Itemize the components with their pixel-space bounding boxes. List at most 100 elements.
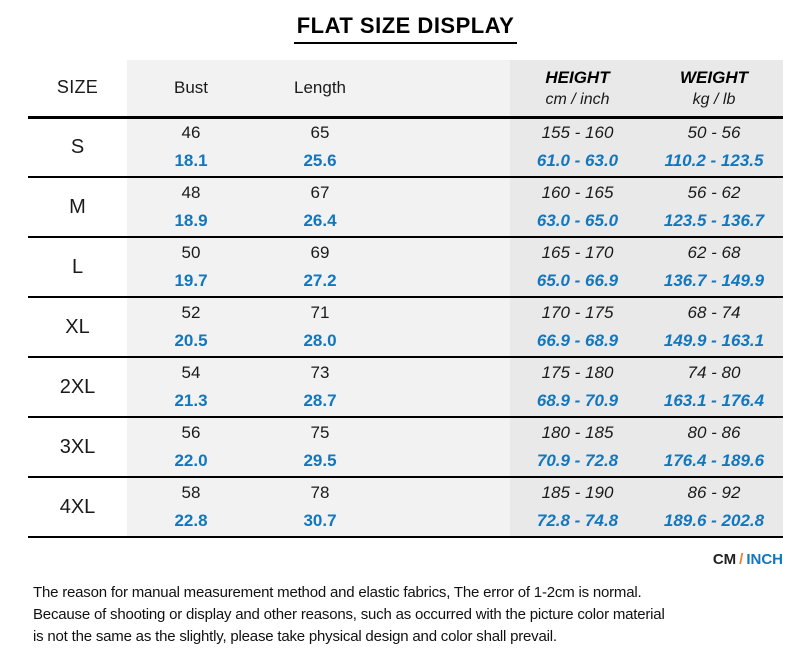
weight-cell: 68 - 74 149.9 - 163.1 [645,297,783,357]
page-title: FLAT SIZE DISPLAY [293,13,518,44]
weight-inch-range: 149.9 - 163.1 [663,331,765,350]
height-cell: 175 - 180 68.9 - 70.9 [510,357,645,417]
height-cm-range: 160 - 165 [541,183,614,202]
legend-separator: / [739,551,744,568]
weight-cell: 56 - 62 123.5 - 136.7 [645,177,783,237]
bust-inch-value: 20.5 [174,331,208,350]
bust-cell: 58 22.8 [127,477,255,537]
weight-header-units: kg / lb [692,90,736,108]
units-legend: CM / INCH [713,551,783,568]
table-row: XL 52 20.5 71 28.0 170 - 175 66.9 - 68.9… [28,297,783,357]
bust-inch-value: 18.9 [174,211,208,230]
weight-inch-range: 136.7 - 149.9 [663,271,765,290]
length-inch-value: 29.5 [303,451,337,470]
bust-cm-value: 46 [181,123,201,143]
length-cell: 73 28.7 [255,357,385,417]
table-row: L 50 19.7 69 27.2 165 - 170 65.0 - 66.9 … [28,237,783,297]
size-label: L [28,237,127,297]
length-cm-value: 71 [310,303,330,322]
height-inch-range: 72.8 - 74.8 [536,511,619,530]
length-cm-value: 73 [310,363,330,382]
bust-cell: 50 19.7 [127,237,255,297]
height-inch-range: 65.0 - 66.9 [536,271,619,290]
size-label: 2XL [28,357,127,417]
table-row: 2XL 54 21.3 73 28.7 175 - 180 68.9 - 70.… [28,357,783,417]
length-cell: 75 29.5 [255,417,385,477]
weight-cell: 50 - 56 110.2 - 123.5 [645,117,783,177]
table-row: M 48 18.9 67 26.4 160 - 165 63.0 - 65.0 … [28,177,783,237]
height-cell: 180 - 185 70.9 - 72.8 [510,417,645,477]
spacer-cell [385,177,510,237]
weight-inch-range: 123.5 - 136.7 [663,211,765,230]
size-table-header: SIZE Bust Length HEIGHT cm / inch WEIGHT… [28,60,783,117]
length-cm-value: 75 [310,423,330,442]
bust-cm-value: 54 [181,363,201,382]
height-cm-range: 185 - 190 [541,483,614,502]
length-cell: 67 26.4 [255,177,385,237]
spacer-cell [385,357,510,417]
table-row: S 46 18.1 65 25.6 155 - 160 61.0 - 63.0 … [28,117,783,177]
bust-cm-value: 52 [181,303,201,322]
weight-cm-range: 62 - 68 [687,243,741,262]
weight-header-label: WEIGHT [680,67,748,87]
bust-cm-value: 48 [181,183,201,202]
length-cm-value: 78 [310,483,330,502]
column-header-length: Length [255,60,385,117]
bust-cell: 46 18.1 [127,117,255,177]
height-cell: 170 - 175 66.9 - 68.9 [510,297,645,357]
disclaimer-line-2: Because of shooting or display and other… [33,606,665,623]
bust-cm-value: 50 [181,243,201,262]
size-label: XL [28,297,127,357]
length-inch-value: 27.2 [303,271,337,290]
column-header-size: SIZE [56,77,99,98]
spacer-cell [385,297,510,357]
table-row: 3XL 56 22.0 75 29.5 180 - 185 70.9 - 72.… [28,417,783,477]
weight-cell: 80 - 86 176.4 - 189.6 [645,417,783,477]
length-inch-value: 25.6 [303,151,337,171]
disclaimer-line-3: is not the same as the slightly, please … [33,628,557,645]
disclaimer-text: The reason for manual measurement method… [33,582,803,648]
length-inch-value: 28.0 [303,331,337,350]
length-inch-value: 28.7 [303,391,337,410]
weight-cm-range: 56 - 62 [687,183,741,202]
legend-inch-label: INCH [746,551,783,568]
size-label: M [28,177,127,237]
height-cell: 155 - 160 61.0 - 63.0 [510,117,645,177]
weight-cell: 74 - 80 163.1 - 176.4 [645,357,783,417]
bust-cm-value: 56 [181,423,201,442]
bust-cell: 54 21.3 [127,357,255,417]
weight-cm-range: 80 - 86 [687,423,741,442]
size-table-body: S 46 18.1 65 25.6 155 - 160 61.0 - 63.0 … [28,117,783,537]
weight-cm-range: 68 - 74 [687,303,741,322]
bust-inch-value: 22.8 [174,511,208,530]
weight-cell: 62 - 68 136.7 - 149.9 [645,237,783,297]
height-cm-range: 170 - 175 [541,303,614,322]
height-header-label: HEIGHT [545,67,610,87]
column-header-bust: Bust [127,60,255,117]
height-cm-range: 175 - 180 [541,363,614,382]
spacer-cell [385,117,510,177]
header-spacer-cell [385,60,510,117]
legend-cm-label: CM [712,551,737,568]
disclaimer-line-1: The reason for manual measurement method… [33,584,642,601]
height-inch-range: 68.9 - 70.9 [536,391,619,410]
height-inch-range: 61.0 - 63.0 [536,151,619,171]
header-row: SIZE Bust Length HEIGHT cm / inch WEIGHT… [28,60,783,117]
size-label: 3XL [28,417,127,477]
bust-inch-value: 19.7 [174,271,208,290]
page-title-wrap: FLAT SIZE DISPLAY [0,13,811,44]
bust-cell: 48 18.9 [127,177,255,237]
length-cm-value: 67 [310,183,330,202]
spacer-cell [385,477,510,537]
height-inch-range: 70.9 - 72.8 [536,451,619,470]
bust-cell: 52 20.5 [127,297,255,357]
weight-cm-range: 74 - 80 [687,363,741,382]
column-header-weight: WEIGHT kg / lb [645,60,783,117]
column-header-height: HEIGHT cm / inch [510,60,645,117]
weight-inch-range: 176.4 - 189.6 [663,451,765,470]
height-cell: 165 - 170 65.0 - 66.9 [510,237,645,297]
length-inch-value: 26.4 [303,211,337,230]
weight-cell: 86 - 92 189.6 - 202.8 [645,477,783,537]
weight-cm-range: 86 - 92 [687,483,741,502]
